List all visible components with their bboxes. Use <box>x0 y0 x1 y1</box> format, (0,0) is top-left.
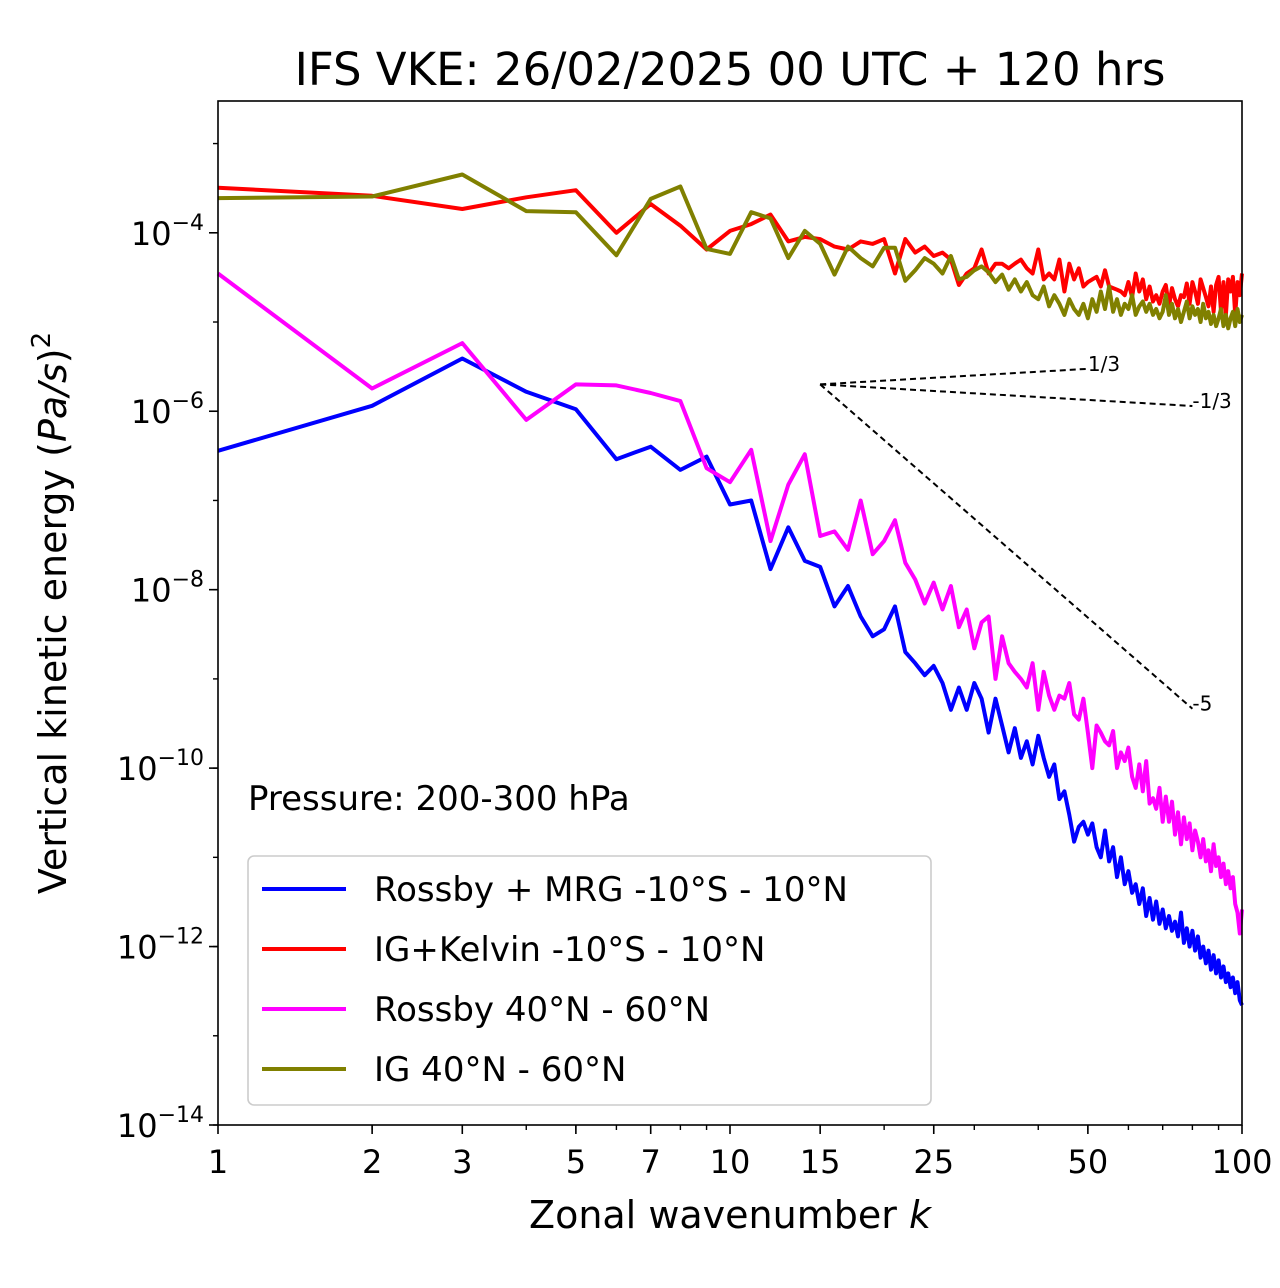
x-axis-label: Zonal wavenumber k <box>529 1193 933 1237</box>
y-tick-base: 10 <box>117 750 158 788</box>
series-line-rossby-mrg <box>217 356 1244 1007</box>
reference-label-minus-five: -5 <box>1192 692 1212 716</box>
y-axis-label-text: Vertical kinetic energy ( <box>31 442 75 894</box>
reference-label-plus-one-third: 1/3 <box>1088 352 1120 376</box>
series-line-ig-kelvin <box>217 185 1244 317</box>
y-tick-exponent: −4 <box>172 211 204 236</box>
x-tick-label: 50 <box>1068 1143 1109 1181</box>
reference-line-minus-one-third <box>820 383 1193 407</box>
y-tick-exponent: −14 <box>158 1103 204 1128</box>
y-tick-base: 10 <box>117 929 158 967</box>
legend-label-rossby-mrg: Rossby + MRG -10°S - 10°N <box>374 870 848 910</box>
y-axis-label-close: ) <box>31 348 75 363</box>
x-tick-label: 100 <box>1211 1143 1272 1181</box>
x-axis-label-variable: k <box>909 1193 933 1237</box>
series-lines <box>216 172 1244 1007</box>
y-axis-label: Vertical kinetic energy (Pa/s)2 <box>27 332 75 894</box>
y-axis-label-exponent: 2 <box>27 332 57 349</box>
legend: Rossby + MRG -10°S - 10°N IG+Kelvin -10°… <box>247 855 932 1106</box>
y-axis-label-unit: Pa/s <box>31 363 75 442</box>
x-tick-label: 10 <box>710 1143 751 1181</box>
y-tick-label: 10−14 <box>117 1103 204 1145</box>
legend-label-ig-midlat: IG 40°N - 60°N <box>374 1050 626 1090</box>
y-tick-base: 10 <box>131 572 172 610</box>
x-tick-label: 25 <box>913 1143 954 1181</box>
y-tick-exponent: −6 <box>172 389 204 414</box>
x-tick-label: 2 <box>362 1143 382 1181</box>
reference-label-minus-one-third: -1/3 <box>1192 389 1231 413</box>
y-tick-label: 10−8 <box>131 568 204 610</box>
y-tick-label: 10−6 <box>131 389 204 431</box>
y-tick-exponent: −8 <box>172 568 204 593</box>
y-tick-base: 10 <box>117 1107 158 1145</box>
reference-line-plus-one-third <box>820 367 1088 386</box>
series-line-rossby-midlat <box>216 271 1244 936</box>
x-tick-label: 5 <box>566 1143 586 1181</box>
y-tick-exponent: −12 <box>158 925 204 950</box>
x-tick-label: 15 <box>800 1143 841 1181</box>
y-tick-base: 10 <box>131 393 172 431</box>
y-tick-label: 10−10 <box>117 746 204 788</box>
x-axis-label-text: Zonal wavenumber <box>529 1193 909 1237</box>
x-tick-label: 3 <box>452 1143 472 1181</box>
y-tick-label: 10−4 <box>131 211 204 253</box>
legend-box <box>247 855 932 1106</box>
x-tick-label: 7 <box>641 1143 661 1181</box>
legend-label-rossby-midlat: Rossby 40°N - 60°N <box>374 990 710 1030</box>
series-line-ig-midlat <box>217 172 1244 331</box>
reference-line-minus-five <box>819 383 1194 710</box>
x-axis: 1 2 3 5 7 10 15 25 50 100 <box>208 1125 1273 1181</box>
x-tick-label: 1 <box>208 1143 228 1181</box>
legend-label-ig-kelvin: IG+Kelvin -10°S - 10°N <box>374 930 765 970</box>
y-tick-label: 10−12 <box>117 925 204 967</box>
pressure-annotation: Pressure: 200-300 hPa <box>248 779 630 819</box>
chart-title: IFS VKE: 26/02/2025 00 UTC + 120 hrs <box>295 43 1166 96</box>
reference-slope-lines: 1/3 -1/3 -5 <box>819 352 1232 716</box>
y-tick-exponent: −10 <box>158 746 204 771</box>
y-tick-base: 10 <box>131 215 172 253</box>
